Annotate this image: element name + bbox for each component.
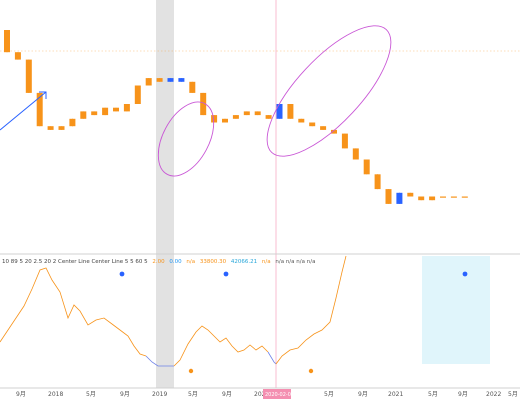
candle-bull bbox=[36, 92, 43, 127]
indicator-marker-orange bbox=[188, 368, 194, 374]
candle-bull bbox=[352, 148, 359, 160]
candle-bull bbox=[254, 111, 261, 116]
candle-bull bbox=[134, 85, 141, 104]
candle-bear bbox=[276, 104, 283, 119]
ellipse-drawing-icon[interactable] bbox=[248, 8, 409, 175]
trend-arrow-icon[interactable] bbox=[0, 91, 47, 131]
candle-bull bbox=[200, 92, 207, 116]
candle-bull bbox=[407, 192, 414, 197]
candle-bull bbox=[25, 59, 32, 93]
candle-bull bbox=[363, 159, 370, 175]
indicator-marker-blue bbox=[119, 271, 125, 277]
time-label: 2021 bbox=[388, 391, 403, 398]
candle-bull bbox=[450, 196, 457, 198]
candle-bull bbox=[320, 126, 327, 130]
time-label: 9月 bbox=[222, 391, 232, 398]
time-label: 9月 bbox=[16, 391, 26, 398]
indicator-marker-blue bbox=[462, 271, 468, 277]
time-axis[interactable]: 9月 2018 5月 9月 2019 5月 9月 2020 2020-02-01… bbox=[16, 389, 518, 399]
highlight-band bbox=[156, 0, 174, 388]
candle-bull bbox=[14, 52, 21, 60]
candle-bull bbox=[113, 107, 119, 112]
candle-bear bbox=[167, 78, 174, 82]
candle-bull bbox=[80, 111, 87, 119]
cyan-highlight-band bbox=[422, 256, 490, 364]
indicator-line-low bbox=[267, 351, 277, 365]
candle-bull bbox=[211, 115, 218, 123]
candle-bull bbox=[91, 111, 98, 116]
time-label: 2020 bbox=[254, 391, 269, 398]
candle-bull bbox=[341, 133, 348, 149]
indicator-marker-blue bbox=[223, 271, 229, 277]
candle-bull bbox=[145, 78, 152, 86]
time-label: 2019 bbox=[152, 391, 167, 398]
crosshair-date-label: 2020-02-01 bbox=[265, 392, 294, 398]
time-label: 5月 bbox=[324, 391, 334, 398]
candle-bull bbox=[189, 81, 196, 93]
time-label: 9月 bbox=[358, 391, 368, 398]
candle-bull bbox=[69, 118, 76, 127]
candle-bull bbox=[156, 78, 163, 82]
candle-bear bbox=[178, 78, 185, 82]
crosshair-date-tag bbox=[263, 389, 291, 399]
candles-group bbox=[4, 30, 468, 204]
candle-bull bbox=[385, 189, 392, 204]
candle-bull bbox=[461, 196, 468, 198]
time-label: 5月 bbox=[86, 391, 96, 398]
indicator-value-5: 42066.21 bbox=[231, 259, 257, 265]
indicator-value-7: n/a n/a n/a n/a bbox=[275, 259, 315, 265]
time-label: 9月 bbox=[120, 391, 130, 398]
indicator-legend[interactable]: 10 89 5 20 2.5 20 2 Center Line Center L… bbox=[2, 259, 315, 265]
indicator-params: 10 89 5 20 2.5 20 2 Center Line Center L… bbox=[2, 259, 148, 265]
indicator-value-2: 0.00 bbox=[169, 259, 182, 265]
indicator-value-1: 2.00 bbox=[152, 259, 165, 265]
indicator-value-6: n/a bbox=[262, 259, 271, 265]
candle-bull bbox=[418, 196, 425, 201]
indicator-line-low bbox=[145, 355, 174, 367]
indicator-value-3: n/a bbox=[186, 259, 195, 265]
ellipse-drawing-icon[interactable] bbox=[147, 93, 225, 185]
time-label: 5月 bbox=[508, 391, 518, 398]
candle-bull bbox=[331, 129, 337, 134]
indicator-line bbox=[173, 325, 269, 367]
candle-bull bbox=[102, 107, 109, 116]
time-label: 9月 bbox=[458, 391, 468, 398]
candle-bull bbox=[123, 104, 130, 112]
candle-bull bbox=[287, 104, 294, 119]
indicator-line bbox=[0, 267, 147, 357]
indicator-value-4: 33800.30 bbox=[200, 259, 227, 265]
candle-bull bbox=[374, 174, 381, 190]
candle-bull bbox=[265, 115, 272, 119]
candle-bull bbox=[429, 196, 436, 201]
candle-bull bbox=[309, 122, 316, 127]
time-label: 5月 bbox=[428, 391, 438, 398]
candle-bull bbox=[4, 30, 10, 53]
candle-bull bbox=[298, 118, 305, 123]
candle-bull bbox=[47, 126, 54, 130]
candle-bull bbox=[440, 196, 446, 198]
candle-bull bbox=[243, 111, 250, 116]
time-label: 5月 bbox=[188, 391, 198, 398]
candle-bull bbox=[222, 118, 228, 123]
indicator-line bbox=[275, 255, 347, 365]
candle-bear bbox=[396, 192, 403, 204]
indicator-marker-orange bbox=[308, 368, 314, 374]
candle-bull bbox=[232, 115, 239, 119]
candle-bull bbox=[58, 126, 65, 130]
time-label: 2022 bbox=[486, 391, 501, 398]
time-label: 2018 bbox=[48, 391, 63, 398]
